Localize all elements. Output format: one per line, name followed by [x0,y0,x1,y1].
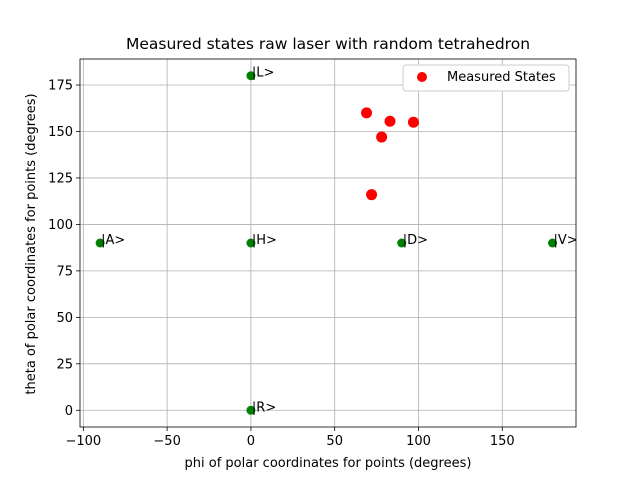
y-tick-label: 75 [56,264,73,279]
reference-point-marker [95,238,105,248]
measured-state-point [366,189,378,201]
reference-point-label: |R> [252,400,276,415]
legend: Measured States [402,64,570,92]
reference-point-marker [246,405,256,415]
y-tick-label: 100 [48,218,73,233]
axis-ticks: −100 −50 0 50 100 150 0 25 50 75 100 125 150 175 [48,79,515,449]
x-tick-label: −50 [153,434,180,449]
y-axis-label: theta of polar coordinates for points (d… [24,93,39,394]
y-tick-label: 175 [48,79,73,94]
x-axis-label: phi of polar coordinates for points (deg… [185,456,472,471]
measured-state-point [376,131,388,143]
x-tick-label: 50 [326,434,343,449]
reference-point-label: |D> [403,233,428,248]
reference-point-label: |A> [101,233,125,248]
y-tick-label: 25 [56,357,73,372]
measured-state-point [384,115,396,127]
measured-state-point [361,107,373,119]
reference-points: |L> |A> |H> |D> |V> |R> [95,66,578,415]
x-tick-label: −100 [65,434,101,449]
measured-series [361,107,419,201]
y-tick-label: 125 [48,171,73,186]
legend-box [402,64,570,92]
reference-point-marker [246,238,256,248]
x-tick-label: 150 [490,434,515,449]
plot-area-frame [79,58,577,428]
measured-state-point [407,116,419,128]
legend-marker [417,72,427,82]
reference-point-marker [246,71,256,81]
y-tick-label: 50 [56,311,73,326]
y-tick-label: 150 [48,125,73,140]
reference-point-label: |H> [252,233,277,248]
x-tick-label: 100 [406,434,431,449]
reference-point-label: |V> [554,233,578,248]
legend-label: Measured States [447,70,556,85]
x-tick-label: 0 [247,434,255,449]
y-tick-label: 0 [65,404,73,419]
reference-point-marker [548,238,558,248]
reference-point-label: |L> [252,66,275,81]
reference-point-marker [397,238,407,248]
chart-title: Measured states raw laser with random te… [126,35,530,53]
